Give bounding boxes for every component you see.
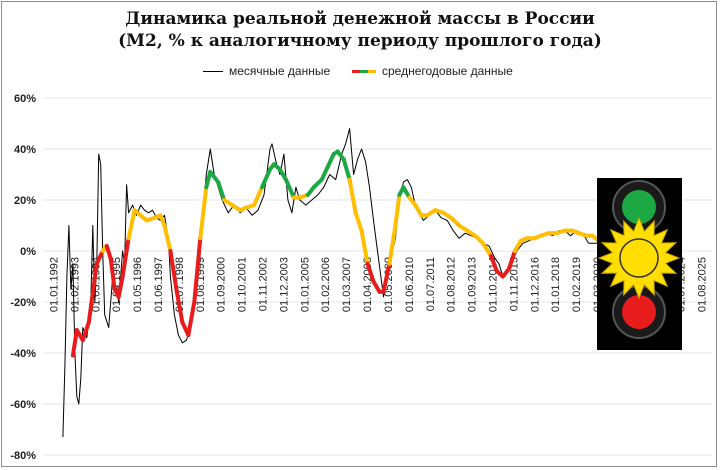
annual-segment (353, 210, 364, 233)
annual-segment (208, 169, 221, 185)
x-tick-label: 01.11.2002 (258, 257, 270, 311)
x-tick-label: 01.10.2001 (237, 257, 249, 312)
annual-segment (252, 185, 265, 208)
annual-segment (216, 180, 227, 202)
y-tick-label: 60% (14, 93, 36, 105)
x-tick-label: 01.01.1992 (48, 257, 60, 312)
traffic-lamp-red (622, 295, 656, 329)
legend: месячные данные среднегодовые данные (0, 64, 720, 82)
x-tick-label: 01.05.1996 (132, 257, 144, 312)
annual-segment (488, 254, 499, 274)
y-tick-label: -40% (10, 348, 36, 360)
x-tick-label: 01.12.2016 (529, 257, 541, 312)
chart-title-line1: Динамика реальной денежной массы в Росси… (125, 9, 595, 29)
x-tick-label: 01.12.2003 (278, 257, 290, 312)
x-tick-label: 01.01.2005 (299, 257, 311, 312)
annual-segment (347, 177, 358, 215)
legend-item-monthly: месячные данные (203, 64, 330, 78)
annual-segment (116, 274, 125, 299)
annual-segment (86, 261, 99, 325)
legend-label-annual: среднегодовые данные (382, 64, 513, 78)
annual-segment (365, 261, 376, 284)
legend-item-annual: среднегодовые данные (352, 64, 513, 78)
x-tick-label: 01.06.1997 (153, 257, 165, 312)
legend-label-monthly: месячные данные (229, 64, 331, 78)
annual-segment (341, 157, 352, 182)
annual-segment (162, 223, 173, 253)
annual-segment (120, 236, 131, 279)
annual-segment (325, 152, 336, 169)
y-tick-label: -20% (10, 297, 36, 309)
annual-segment (94, 249, 105, 266)
annual-segment (174, 287, 185, 325)
annual-segment (506, 249, 517, 271)
series-monthly (62, 128, 607, 438)
annual-segment (198, 185, 209, 241)
annual-segment (283, 177, 296, 200)
y-tick-label: 20% (14, 195, 36, 207)
legend-swatch-annual (352, 69, 376, 73)
chart-title-line2: (М2, % к аналогичному периоду прошлого г… (118, 31, 602, 51)
y-tick-label: 40% (14, 144, 36, 156)
x-tick-label: 01.06.2010 (404, 257, 416, 312)
x-tick-label: 01.03.2007 (341, 257, 353, 312)
traffic-lamp-green (622, 190, 656, 224)
annual-segment (80, 320, 91, 343)
y-tick-label: -80% (10, 450, 36, 462)
y-tick-label: -60% (10, 399, 36, 411)
annual-segment (70, 328, 79, 358)
x-tick-label: 01.08.2012 (446, 257, 458, 312)
x-tick-label: 01.11.2015 (508, 257, 520, 311)
x-tick-label: 01.01.2018 (550, 257, 562, 312)
annual-segment (126, 208, 137, 241)
traffic-lamp-yellow (619, 238, 659, 278)
x-tick-label: 01.02.2019 (571, 257, 583, 312)
annual-segment (359, 228, 370, 266)
y-axis: 60% 40% 20% 0% -20% -40% -60% -80% (10, 93, 36, 462)
x-tick-label: 01.07.2011 (425, 257, 437, 311)
legend-swatch-monthly (203, 70, 223, 72)
annual-segment (260, 167, 272, 190)
y-tick-label: 0% (20, 246, 36, 258)
annual-segment (204, 169, 213, 190)
annual-segment (381, 261, 392, 294)
annual-segment (319, 164, 330, 182)
annual-segment (168, 249, 179, 292)
x-tick-label: 01.08.2025 (697, 257, 709, 312)
annual-segment (393, 192, 402, 228)
x-tick-label: 01.09.2000 (216, 257, 228, 312)
annual-segment (108, 256, 117, 292)
chart-title: Динамика реальной денежной массы в Росси… (0, 8, 720, 52)
annual-segment (481, 241, 493, 259)
monthly-line (62, 128, 607, 438)
traffic-light (597, 178, 682, 350)
annual-segment (104, 243, 113, 261)
x-tick-label: 01.09.2013 (467, 257, 479, 312)
annual-segment (186, 300, 197, 338)
annual-segment (192, 236, 203, 304)
series-annual (70, 149, 607, 358)
x-tick-label: 01.02.2006 (320, 257, 332, 312)
annual-segment (387, 223, 398, 266)
